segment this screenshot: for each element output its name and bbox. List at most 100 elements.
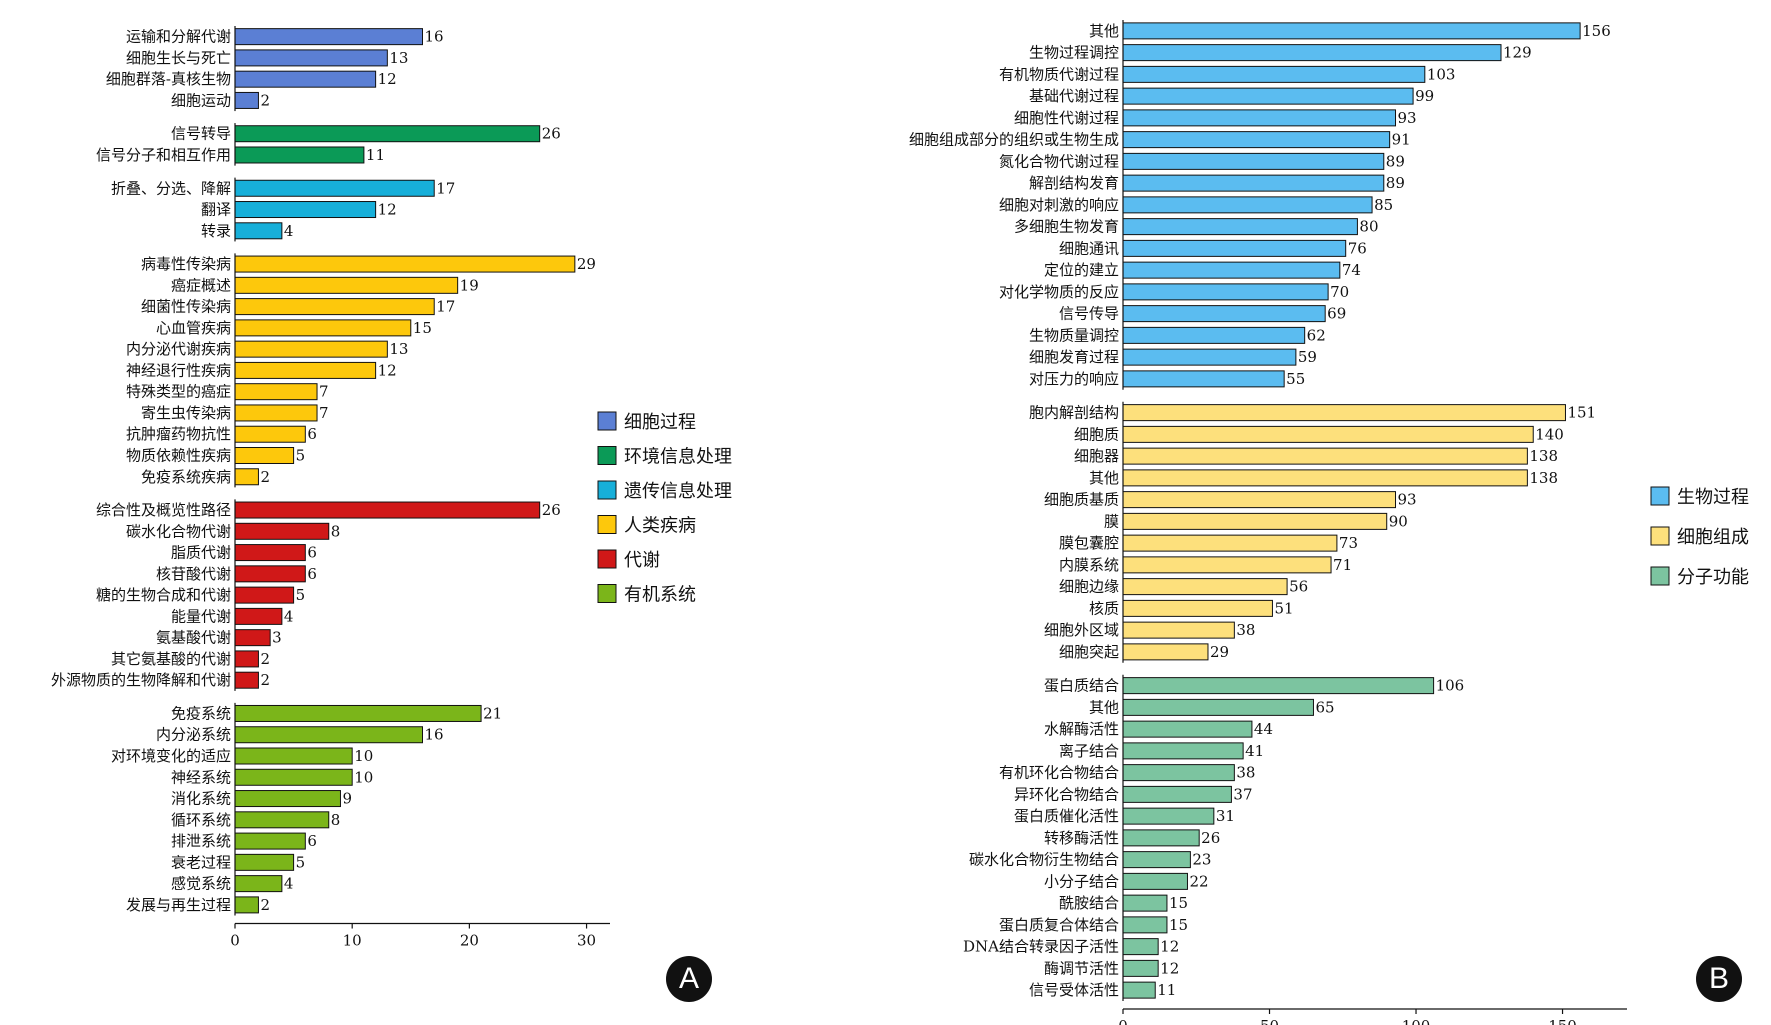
category-label: 运输和分解代谢: [126, 28, 231, 46]
value-label: 22: [1189, 872, 1208, 890]
category-label: 内膜系统: [1059, 556, 1119, 574]
value-label: 26: [542, 125, 561, 143]
category-label: 其它氨基酸的代谢: [111, 650, 231, 668]
value-label: 129: [1503, 44, 1532, 62]
category-label: 衰老过程: [171, 853, 231, 871]
category-label: 水解酶活性: [1044, 720, 1119, 738]
value-label: 15: [1169, 916, 1188, 934]
category-label: 信号分子和相互作用: [96, 146, 231, 164]
value-label: 4: [284, 875, 294, 893]
category-label: 转移酶活性: [1044, 829, 1119, 847]
value-label: 2: [260, 671, 270, 689]
category-label: 多细胞生物发育: [1014, 218, 1119, 236]
category-label: 癌症概述: [171, 276, 231, 294]
value-label: 93: [1398, 109, 1417, 127]
bar: [1122, 698, 1314, 716]
value-label: 140: [1535, 425, 1564, 443]
value-label: 26: [542, 501, 561, 519]
value-label: 7: [319, 404, 329, 422]
value-label: 93: [1398, 491, 1417, 509]
value-label: 76: [1348, 239, 1367, 257]
value-label: 16: [425, 726, 444, 744]
value-label: 59: [1298, 348, 1317, 366]
bar: [1122, 44, 1502, 62]
category-label: 离子结合: [1059, 742, 1119, 760]
bar: [1122, 556, 1332, 574]
category-label: 物质依赖性疾病: [126, 446, 231, 464]
value-label: 15: [1169, 894, 1188, 912]
bar: [1122, 851, 1191, 869]
legend-label: 细胞组成: [1677, 527, 1749, 548]
value-label: 138: [1529, 447, 1558, 465]
value-label: 65: [1315, 698, 1334, 716]
category-label: 其他: [1089, 698, 1119, 716]
value-label: 12: [1160, 938, 1179, 956]
category-label: 有机环化合物结合: [999, 764, 1119, 782]
legend-label: 遗传信息处理: [624, 481, 732, 502]
category-label: 排泄系统: [171, 832, 231, 850]
category-label: 异环化合物结合: [1014, 785, 1119, 803]
category-label: 其他: [1089, 469, 1119, 487]
legend-swatch: [1650, 486, 1670, 506]
value-label: 10: [354, 768, 373, 786]
value-label: 106: [1436, 677, 1465, 695]
value-label: 8: [331, 522, 341, 540]
value-label: 8: [331, 811, 341, 829]
category-label: 细胞质: [1074, 425, 1119, 443]
value-label: 11: [366, 146, 385, 164]
category-label: 酶调节活性: [1044, 959, 1119, 977]
value-label: 71: [1333, 556, 1352, 574]
value-label: 56: [1289, 578, 1308, 596]
category-label: 外源物质的生物降解和代谢: [51, 671, 231, 689]
value-label: 90: [1389, 512, 1408, 530]
bar: [1122, 305, 1326, 323]
bar: [1122, 829, 1200, 847]
category-label: 氮化合物代谢过程: [999, 152, 1119, 170]
value-label: 151: [1567, 404, 1596, 422]
category-label: 小分子结合: [1044, 872, 1119, 890]
value-label: 44: [1254, 720, 1273, 738]
value-label: 156: [1582, 22, 1611, 40]
value-label: 51: [1274, 599, 1293, 617]
value-label: 12: [1160, 959, 1179, 977]
category-label: 对压力的响应: [1029, 370, 1119, 388]
bar: [1122, 261, 1341, 279]
bar: [1122, 218, 1358, 236]
legend-label: 环境信息处理: [624, 447, 732, 468]
category-label: 消化系统: [171, 790, 231, 808]
bar: [1122, 916, 1168, 934]
bar: [1122, 621, 1235, 639]
value-label: 5: [296, 446, 306, 464]
value-label: 73: [1339, 534, 1358, 552]
category-label: 细胞性代谢过程: [1014, 109, 1119, 127]
category-label: 膜包囊腔: [1059, 534, 1119, 552]
category-label: 转录: [201, 222, 231, 240]
category-label: 酰胺结合: [1059, 894, 1119, 912]
category-label: 特殊类型的癌症: [126, 383, 231, 401]
category-label: 核苷酸代谢: [156, 565, 231, 583]
bar: [1122, 22, 1581, 40]
x-tick-label: 0: [230, 932, 240, 950]
bar: [1122, 512, 1388, 530]
value-label: 12: [378, 361, 397, 379]
bar: [1122, 894, 1168, 912]
value-label: 5: [296, 853, 306, 871]
bar: [1122, 643, 1209, 661]
category-label: 定位的建立: [1044, 261, 1119, 279]
category-label: 核质: [1089, 599, 1119, 617]
value-label: 6: [307, 832, 317, 850]
value-label: 85: [1374, 196, 1393, 214]
bar: [1122, 370, 1285, 388]
bar: [1122, 677, 1435, 695]
bar: [1122, 87, 1414, 105]
category-label: 细胞发育过程: [1029, 348, 1119, 366]
category-label: 其他: [1089, 22, 1119, 40]
legend-swatch: [597, 411, 617, 431]
panel-label-b: B: [1696, 956, 1742, 1002]
value-label: 23: [1192, 851, 1211, 869]
legend-label: 有机系统: [624, 585, 696, 606]
bar: [1122, 938, 1159, 956]
value-label: 2: [260, 91, 270, 109]
value-label: 16: [425, 28, 444, 46]
value-label: 26: [1201, 829, 1220, 847]
